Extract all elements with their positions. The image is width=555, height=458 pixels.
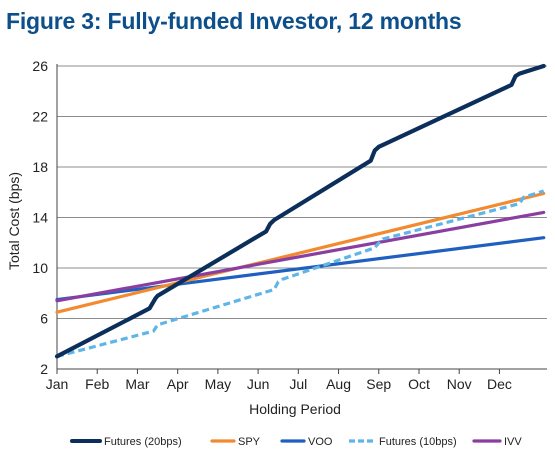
x-tick-label: Jul: [289, 376, 307, 392]
y-tick-label: 10: [32, 260, 48, 276]
x-tick-label: May: [205, 376, 231, 392]
x-tick-label: Oct: [408, 376, 430, 392]
legend: Futures (20bps) SPY VOO Futures (10bps) IVV: [70, 436, 522, 448]
x-tick-label: Jan: [46, 376, 69, 392]
x-tick-label: Feb: [85, 376, 109, 392]
y-tick-label: 26: [32, 58, 48, 74]
legend-label: Futures (10bps): [379, 436, 457, 448]
y-tick-label: 6: [40, 311, 48, 327]
x-axis-label: Holding Period: [249, 401, 341, 417]
x-tick-label: Mar: [125, 376, 149, 392]
axes: [56, 64, 547, 374]
chart-title: Figure 3: Fully-funded Investor, 12 mont…: [6, 8, 462, 34]
legend-label: IVV: [504, 436, 522, 448]
x-tick-label: Sep: [366, 376, 391, 392]
legend-label: Futures (20bps): [104, 436, 182, 448]
legend-label: SPY: [238, 436, 261, 448]
legend-label: VOO: [308, 436, 333, 448]
y-tick-label: 18: [32, 159, 48, 175]
x-tick-label: Nov: [447, 376, 472, 392]
series-line-voo: [55, 236, 546, 302]
series-line-spy: [55, 191, 546, 314]
x-tick-label: Dec: [487, 376, 512, 392]
y-tick-label: 2: [40, 361, 48, 377]
series-line-futures-20bps: [54, 63, 546, 359]
series-lines: [54, 63, 546, 359]
series-line-ivv: [55, 210, 546, 303]
x-tick-label: Apr: [167, 376, 189, 392]
x-tick-label: Aug: [326, 376, 351, 392]
y-tick-label: 14: [32, 210, 48, 226]
y-axis-label: Total Cost (bps): [6, 172, 22, 270]
y-tick-label: 22: [32, 109, 48, 125]
series-line-futures-10bps: [56, 189, 545, 358]
x-tick-label: Jun: [247, 376, 270, 392]
